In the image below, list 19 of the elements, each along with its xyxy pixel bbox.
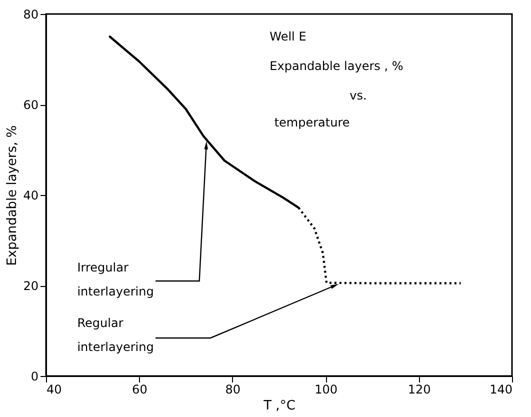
x-axis-title: T ,°C — [262, 398, 296, 414]
y-tick-label: 40 — [23, 188, 38, 202]
annotation: temperature — [274, 116, 350, 130]
x-tick-label: 100 — [314, 382, 338, 396]
annotation: Irregular interlayering — [77, 260, 154, 298]
x-tick-label: 120 — [408, 382, 431, 396]
x-tick-label: 80 — [225, 382, 241, 396]
annotation: Well E — [270, 30, 306, 44]
x-tick-label: 60 — [132, 382, 148, 396]
x-tick-label: 140 — [490, 382, 512, 396]
y-tick-label: 80 — [23, 8, 38, 22]
y-tick-label: 0 — [30, 370, 38, 384]
annotation: vs. — [350, 88, 367, 102]
y-tick-label: 60 — [23, 98, 38, 112]
annotation: Regular interlayering — [77, 316, 154, 354]
y-axis-title: Expandable layers, % — [5, 125, 20, 266]
x-tick-label: 40 — [46, 382, 62, 396]
y-tick-label: 20 — [23, 279, 38, 293]
annotation: Expandable layers , % — [270, 59, 404, 74]
